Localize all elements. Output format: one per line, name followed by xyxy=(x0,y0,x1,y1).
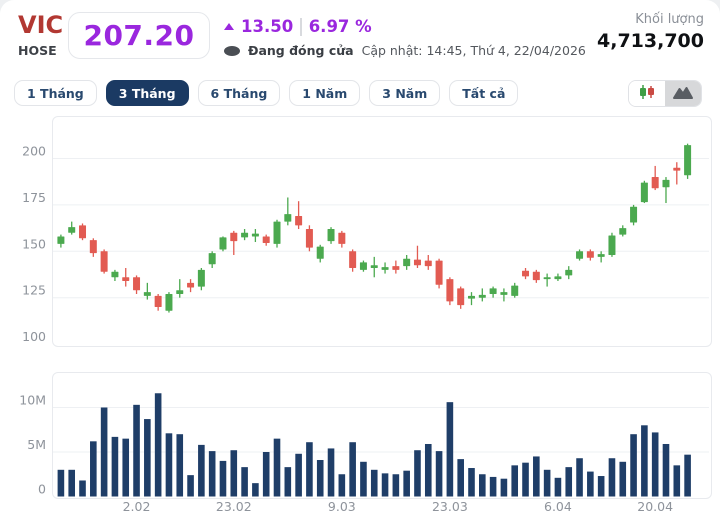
svg-text:23.03: 23.03 xyxy=(432,499,468,514)
range-button-3thang[interactable]: 3 Tháng xyxy=(105,80,189,106)
range-button-6thang[interactable]: 6 Tháng xyxy=(197,80,281,106)
market-status-text: Đang đóng cửa xyxy=(248,43,354,58)
volume-chart-panel[interactable] xyxy=(52,372,712,499)
candlestick-toggle-button[interactable] xyxy=(629,81,665,106)
volume-block: Khối lượng 4,713,700 xyxy=(597,12,704,52)
candlestick-icon xyxy=(636,84,658,103)
current-price: 207.20 xyxy=(83,19,195,52)
exchange-label: HOSE xyxy=(18,43,57,58)
range-button-1nam[interactable]: 1 Năm xyxy=(289,80,361,106)
volume-label: Khối lượng xyxy=(635,12,704,27)
svg-text:2.02: 2.02 xyxy=(123,499,151,514)
range-button-3nam[interactable]: 3 Năm xyxy=(369,80,441,106)
svg-text:0: 0 xyxy=(38,482,46,497)
range-button-tatca[interactable]: Tất cả xyxy=(449,80,519,106)
price-chart-panel[interactable] xyxy=(52,116,712,347)
price-change-row: 13.50 6.97 % xyxy=(224,17,372,36)
svg-text:100: 100 xyxy=(22,329,46,344)
price-box: 207.20 xyxy=(68,12,210,59)
svg-text:20.04: 20.04 xyxy=(637,499,673,514)
up-arrow-icon xyxy=(224,23,234,30)
mountain-icon xyxy=(672,84,694,103)
ticker-symbol: VIC xyxy=(18,11,64,39)
area-chart-toggle-button[interactable] xyxy=(665,81,701,106)
svg-text:150: 150 xyxy=(22,236,46,251)
price-change-percent: 6.97 % xyxy=(308,17,372,36)
price-change-value: 13.50 xyxy=(241,17,294,36)
market-status-icon xyxy=(224,45,240,56)
volume-value: 4,713,700 xyxy=(597,30,704,52)
svg-text:125: 125 xyxy=(22,283,46,298)
market-status-row: Đang đóng cửa Cập nhật: 14:45, Thứ 4, 22… xyxy=(224,43,586,58)
range-selector: 1 Tháng 3 Tháng 6 Tháng 1 Năm 3 Năm Tất … xyxy=(14,80,519,106)
chart-type-toggle xyxy=(628,80,702,107)
svg-text:10M: 10M xyxy=(19,393,46,408)
svg-text:23.02: 23.02 xyxy=(216,499,252,514)
last-updated-text: Cập nhật: 14:45, Thứ 4, 22/04/2026 xyxy=(361,43,586,58)
svg-text:175: 175 xyxy=(22,190,46,205)
svg-text:9.03: 9.03 xyxy=(328,499,356,514)
svg-text:5M: 5M xyxy=(27,437,46,452)
svg-text:200: 200 xyxy=(22,144,46,159)
range-button-1thang[interactable]: 1 Tháng xyxy=(14,80,97,106)
svg-text:6.04: 6.04 xyxy=(544,499,572,514)
x-axis-labels: 2.02 23.02 9.03 23.03 6.04 20.04 xyxy=(123,499,673,514)
vertical-divider xyxy=(300,17,302,36)
